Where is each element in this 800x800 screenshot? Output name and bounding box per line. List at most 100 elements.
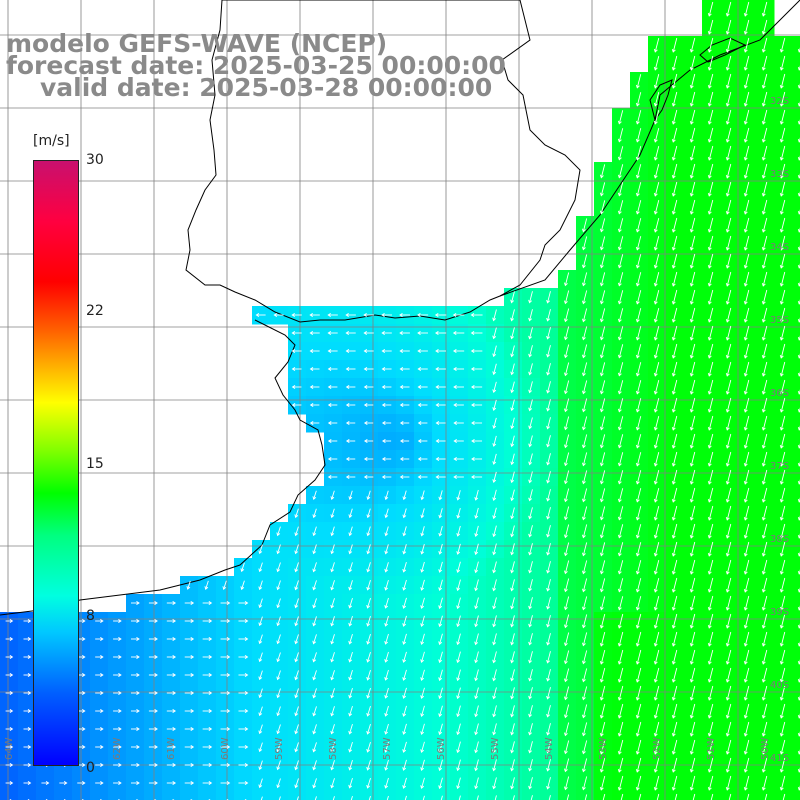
wind-arrow-head: [273, 313, 278, 317]
wind-arrow-head: [653, 48, 658, 53]
wind-arrow: [780, 127, 786, 143]
wind-arrow-head: [456, 623, 461, 628]
wind-arrow-head: [743, 408, 748, 413]
wind-arrow-head: [118, 781, 122, 785]
wind-arrow: [187, 580, 191, 590]
longitude-label: 54W: [544, 737, 555, 760]
wind-arrow-head: [453, 421, 457, 425]
wind-arrow: [708, 613, 714, 629]
wind-arrow: [708, 1, 714, 17]
wind-arrow: [672, 217, 678, 233]
wind-arrow-head: [653, 192, 658, 197]
wind-arrow-head: [291, 403, 296, 407]
wind-arrow: [690, 649, 696, 665]
wind-arrow: [636, 272, 642, 286]
wind-cell: [126, 792, 145, 800]
wind-arrow: [582, 488, 588, 502]
wind-arrow: [547, 363, 551, 375]
wind-arrow-head: [471, 439, 475, 443]
wind-arrow: [457, 579, 461, 591]
wind-arrow: [690, 757, 696, 773]
wind-arrow-head: [240, 568, 245, 573]
wind-arrow: [295, 670, 299, 680]
wind-arrow-head: [348, 676, 353, 681]
wind-arrow-head: [779, 228, 784, 233]
wind-arrow: [385, 526, 389, 536]
wind-arrow: [600, 272, 606, 286]
wind-arrow-head: [563, 624, 568, 629]
wind-arrow: [690, 217, 696, 233]
wind-arrow-head: [309, 421, 314, 425]
wind-arrow: [259, 634, 263, 644]
wind-arrow-head: [492, 731, 497, 736]
wind-arrow: [547, 417, 551, 429]
wind-arrow: [457, 633, 461, 645]
wind-arrow-head: [797, 246, 800, 251]
wind-arrow-head: [208, 601, 213, 605]
wind-arrow-head: [438, 514, 443, 519]
wind-arrow-head: [81, 655, 86, 659]
wind-arrow-head: [671, 408, 676, 413]
wind-arrow-head: [761, 138, 766, 143]
wind-arrow-head: [689, 444, 694, 449]
wind-arrow: [403, 508, 407, 518]
wind-arrow: [564, 434, 570, 448]
wind-arrow: [672, 667, 678, 683]
wind-arrow: [654, 343, 660, 359]
wind-arrow: [582, 470, 588, 484]
wind-arrow: [421, 669, 425, 681]
wind-arrow-head: [258, 604, 263, 609]
wind-arrow-head: [452, 349, 457, 353]
wind-arrow: [780, 541, 786, 557]
wind-arrow: [600, 290, 606, 304]
wind-arrow: [780, 739, 786, 755]
wind-arrow-head: [528, 569, 533, 574]
wind-arrow-head: [599, 768, 604, 773]
wind-arrow-head: [276, 766, 281, 771]
wind-arrow-head: [599, 336, 604, 341]
wind-arrow: [726, 91, 732, 107]
wind-arrow-head: [402, 641, 407, 645]
wind-arrow-head: [581, 246, 586, 251]
wind-arrow: [582, 218, 588, 232]
wind-arrow: [385, 741, 389, 753]
wind-arrow-head: [402, 623, 407, 627]
wind-arrow-head: [599, 174, 604, 179]
wind-arrow: [744, 649, 750, 665]
wind-arrow-head: [492, 515, 497, 520]
wind-arrow-head: [761, 660, 766, 665]
wind-arrow: [511, 687, 515, 699]
wind-arrow: [618, 775, 624, 791]
wind-arrow-head: [761, 192, 766, 197]
wind-arrow: [744, 703, 750, 719]
wind-arrow: [708, 307, 714, 323]
wind-arrow-head: [599, 408, 604, 413]
wind-arrow-head: [190, 601, 195, 605]
wind-arrow: [600, 721, 606, 737]
wind-arrow-head: [438, 569, 443, 573]
wind-arrow-head: [294, 748, 299, 753]
wind-arrow: [547, 435, 551, 447]
wind-arrow-head: [294, 784, 299, 789]
wind-arrow-head: [743, 462, 748, 467]
wind-arrow: [726, 217, 732, 233]
wind-arrow-head: [653, 372, 658, 377]
wind-arrow: [547, 723, 551, 735]
wind-arrow-head: [761, 66, 766, 71]
wind-arrow-head: [208, 637, 213, 641]
wind-arrow: [672, 469, 678, 485]
wind-arrow-head: [797, 354, 800, 359]
wind-arrow: [385, 544, 389, 554]
wind-arrow: [511, 291, 515, 303]
wind-arrow-head: [599, 696, 604, 701]
wind-arrow-head: [707, 336, 712, 341]
wind-arrow: [493, 615, 497, 627]
wind-arrow-head: [761, 714, 766, 719]
wind-arrow: [690, 55, 696, 71]
wind-arrow: [780, 703, 786, 719]
wind-arrow-head: [599, 678, 604, 683]
wind-arrow-head: [330, 496, 335, 501]
wind-arrow-head: [366, 730, 371, 735]
wind-arrow: [331, 778, 335, 788]
wind-arrow-head: [453, 403, 457, 407]
